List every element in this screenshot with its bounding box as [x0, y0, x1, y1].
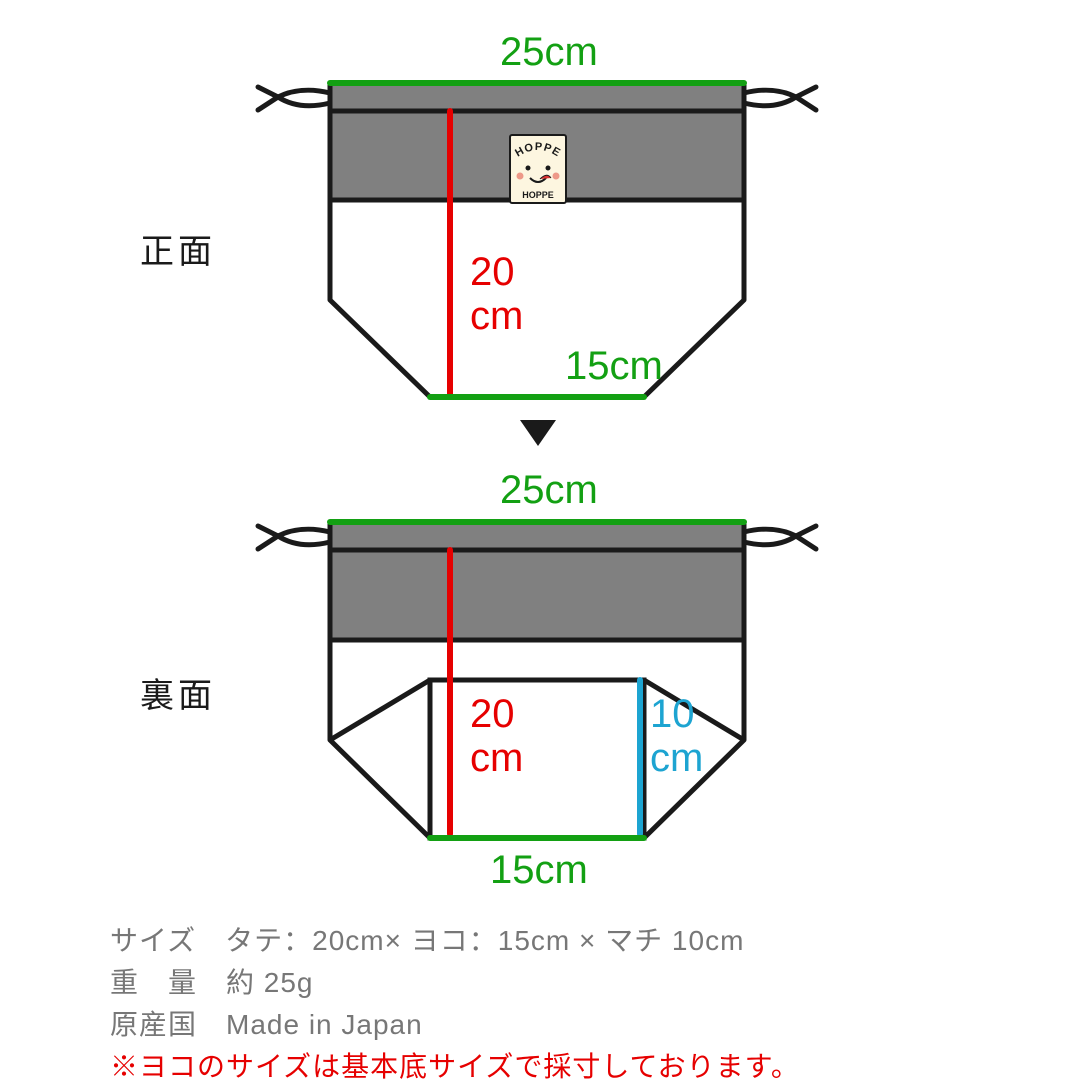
back-depth-dim-l1: 10	[650, 692, 695, 736]
down-arrow-icon	[520, 420, 556, 446]
back-top-dim-label: 25cm	[500, 468, 598, 512]
hoppe-tag: HOPPE HOPPE	[510, 135, 566, 203]
back-bag-top-band	[330, 522, 744, 640]
back-height-dim-l1: 20	[470, 692, 515, 736]
front-bag-body	[330, 200, 744, 397]
front-drawstring-right	[744, 87, 816, 110]
spec-note: ※ヨコのサイズは基本底サイズで採寸しております。	[110, 1046, 800, 1088]
front-side-label: 正面	[140, 234, 216, 271]
spec-origin: 原産国 Made in Japan	[110, 1004, 800, 1046]
back-height-dim-l2: cm	[470, 736, 523, 780]
front-height-dim-l2: cm	[470, 294, 523, 338]
front-height-dim-l1: 20	[470, 250, 515, 294]
back-bag-group	[258, 522, 816, 838]
spec-block: サイズ タテ：20cm× ヨコ：15cm × マチ 10cm 重 量 約 25g…	[110, 920, 800, 1088]
back-bottom-dim-label: 15cm	[490, 848, 588, 892]
diagram-svg: HOPPE HOPPE	[0, 0, 1080, 1080]
back-depth-dim-l2: cm	[650, 736, 703, 780]
front-drawstring-left	[258, 87, 330, 110]
spec-size: サイズ タテ：20cm× ヨコ：15cm × マチ 10cm	[110, 920, 800, 962]
back-drawstring-right	[744, 526, 816, 549]
front-top-dim-label: 25cm	[500, 30, 598, 74]
spec-weight: 重 量 約 25g	[110, 962, 800, 1004]
back-drawstring-left	[258, 526, 330, 549]
back-side-label: 裏面	[140, 678, 216, 715]
diagram-canvas: HOPPE HOPPE	[0, 0, 1080, 1080]
front-bottom-dim-label: 15cm	[565, 344, 663, 388]
hoppe-tag-bottom-text: HOPPE	[522, 190, 554, 200]
front-bag-group: HOPPE HOPPE	[258, 83, 816, 397]
